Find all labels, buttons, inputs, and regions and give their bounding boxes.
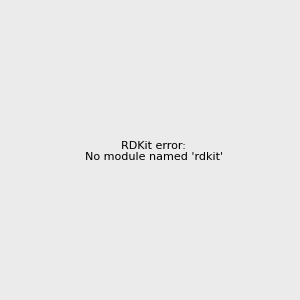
Text: RDKit error:
No module named 'rdkit': RDKit error: No module named 'rdkit' bbox=[85, 141, 223, 162]
